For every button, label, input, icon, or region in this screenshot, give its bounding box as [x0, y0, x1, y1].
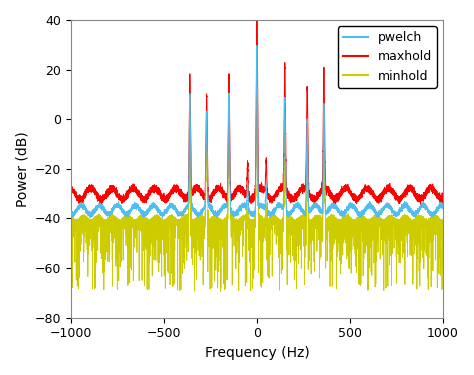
minhold: [266, 216, 272, 220]
minhold: [68, 217, 73, 221]
pwelch: [68, 209, 73, 213]
Line: minhold: minhold: [71, 75, 443, 292]
pwelch: [254, 44, 260, 48]
pwelch: [440, 205, 446, 210]
pwelch: [266, 209, 272, 214]
Y-axis label: Power (dB): Power (dB): [15, 131, 29, 207]
pwelch: [220, 206, 226, 210]
maxhold: [337, 194, 342, 199]
pwelch: [223, 204, 228, 208]
maxhold: [418, 202, 423, 207]
maxhold: [180, 190, 185, 194]
pwelch: [386, 205, 392, 209]
maxhold: [223, 191, 228, 196]
minhold: [223, 217, 228, 222]
X-axis label: Frequency (Hz): Frequency (Hz): [205, 346, 310, 360]
Legend: pwelch, maxhold, minhold: pwelch, maxhold, minhold: [337, 26, 437, 88]
minhold: [218, 290, 223, 294]
maxhold: [68, 187, 73, 192]
minhold: [337, 218, 343, 223]
pwelch: [180, 210, 185, 215]
minhold: [440, 219, 446, 224]
maxhold: [266, 193, 272, 197]
minhold: [220, 219, 226, 224]
minhold: [254, 72, 260, 77]
maxhold: [386, 184, 392, 188]
Line: maxhold: maxhold: [71, 20, 443, 204]
maxhold: [254, 18, 260, 22]
minhold: [180, 232, 185, 237]
maxhold: [220, 190, 226, 195]
maxhold: [440, 195, 446, 199]
pwelch: [160, 216, 165, 220]
Line: pwelch: pwelch: [71, 46, 443, 218]
minhold: [386, 214, 392, 219]
pwelch: [337, 210, 343, 214]
